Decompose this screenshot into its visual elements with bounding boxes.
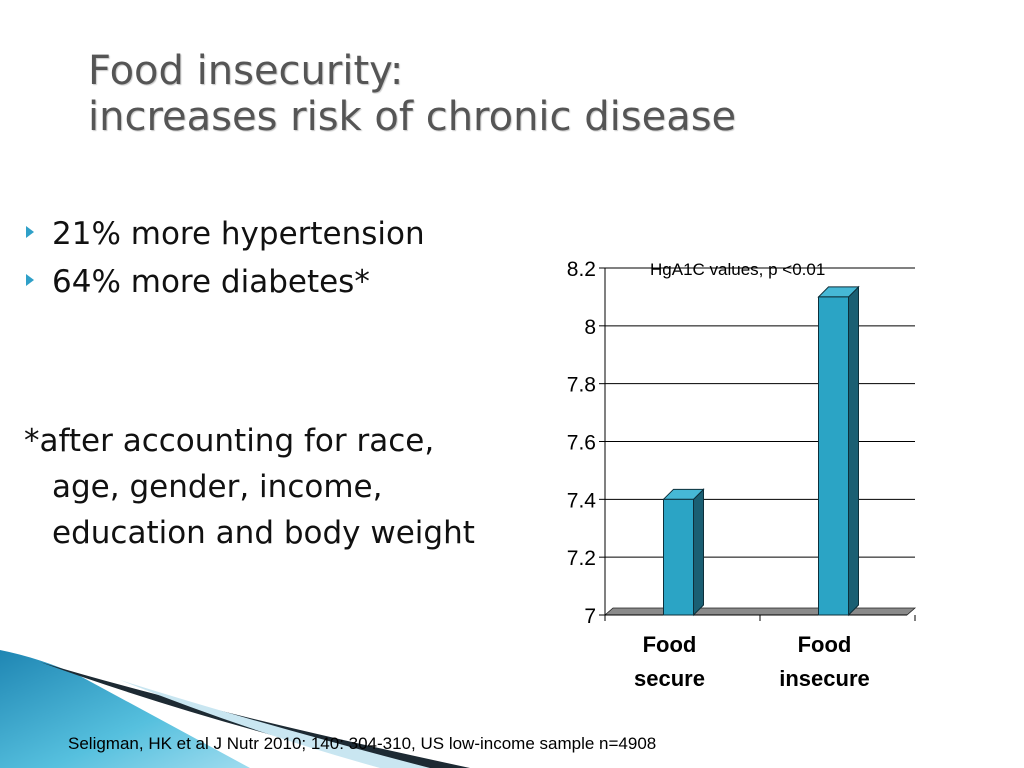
bar-side xyxy=(693,488,704,617)
hga1c-bar-chart: 7 7.2 7.4 7.6 7.8 8 8.2 Food secure Food insecure H… xyxy=(567,258,917,691)
bullet-text: 64% more diabetes* xyxy=(52,264,370,300)
y-tick-label: 7 xyxy=(584,605,596,628)
bullet-item: 64% more diabetes* xyxy=(24,258,464,306)
bullet-text: 21% more hypertension xyxy=(52,216,425,252)
bar xyxy=(663,498,694,616)
chart-title: HgA1C values, p <0.01 xyxy=(650,260,825,279)
bullet-arrow-icon xyxy=(26,274,34,286)
chart-floor xyxy=(603,607,917,616)
citation-text: Seligman, HK et al J Nutr 2010; 140: 304… xyxy=(68,734,657,753)
bullet-list: 21% more hypertension 64% more diabetes* xyxy=(24,210,464,306)
y-tick-label: 7.4 xyxy=(567,489,597,512)
y-tick-label: 8.2 xyxy=(567,258,596,281)
bullet-item: 21% more hypertension xyxy=(24,210,464,258)
title-line-2: increases risk of chronic disease xyxy=(88,94,737,140)
y-tick-label: 7.6 xyxy=(567,432,596,455)
x-tick-label: Food xyxy=(798,632,852,657)
y-tick-label: 7.8 xyxy=(567,374,596,397)
y-tick-label: 8 xyxy=(584,316,596,339)
bar-side xyxy=(848,285,859,617)
x-tick-label: insecure xyxy=(779,666,870,691)
x-tick-label: Food xyxy=(643,632,697,657)
footnote-text: *after accounting for race, age, gender,… xyxy=(24,423,475,551)
bullet-arrow-icon xyxy=(26,226,34,238)
slide-title: Food insecurity: increases risk of chron… xyxy=(88,48,736,140)
title-line-1: Food insecurity: xyxy=(88,48,404,94)
x-tick-label: secure xyxy=(634,666,705,691)
decorative-swoosh xyxy=(0,650,470,768)
y-tick-label: 7.2 xyxy=(567,547,596,570)
bar xyxy=(818,296,849,616)
